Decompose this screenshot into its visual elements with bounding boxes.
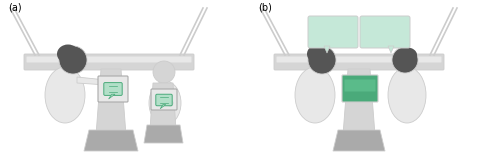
FancyBboxPatch shape	[151, 89, 177, 110]
Ellipse shape	[388, 67, 426, 123]
FancyBboxPatch shape	[360, 16, 410, 48]
Polygon shape	[108, 94, 115, 99]
Polygon shape	[96, 69, 126, 135]
FancyBboxPatch shape	[342, 75, 378, 102]
Ellipse shape	[45, 67, 85, 123]
FancyBboxPatch shape	[24, 54, 194, 70]
FancyBboxPatch shape	[276, 57, 442, 62]
Text: (b): (b)	[258, 3, 272, 13]
Ellipse shape	[397, 47, 417, 62]
Polygon shape	[324, 46, 330, 53]
Circle shape	[167, 100, 173, 106]
Polygon shape	[77, 77, 106, 85]
Polygon shape	[144, 125, 183, 143]
FancyBboxPatch shape	[26, 57, 192, 62]
FancyBboxPatch shape	[98, 76, 128, 102]
Text: (a): (a)	[8, 3, 22, 13]
Ellipse shape	[149, 81, 181, 125]
Polygon shape	[150, 83, 176, 130]
Circle shape	[103, 78, 111, 86]
Circle shape	[308, 46, 336, 74]
Polygon shape	[343, 69, 375, 135]
Circle shape	[59, 46, 87, 74]
Polygon shape	[333, 130, 385, 151]
FancyBboxPatch shape	[308, 16, 358, 48]
Circle shape	[153, 61, 175, 83]
Polygon shape	[160, 104, 166, 109]
Ellipse shape	[307, 44, 329, 64]
Ellipse shape	[57, 44, 79, 64]
FancyBboxPatch shape	[156, 94, 172, 106]
Polygon shape	[84, 130, 138, 151]
FancyBboxPatch shape	[274, 54, 444, 70]
Circle shape	[392, 47, 418, 73]
FancyBboxPatch shape	[344, 80, 376, 91]
FancyBboxPatch shape	[104, 83, 122, 95]
Ellipse shape	[295, 67, 335, 123]
Polygon shape	[388, 46, 394, 53]
